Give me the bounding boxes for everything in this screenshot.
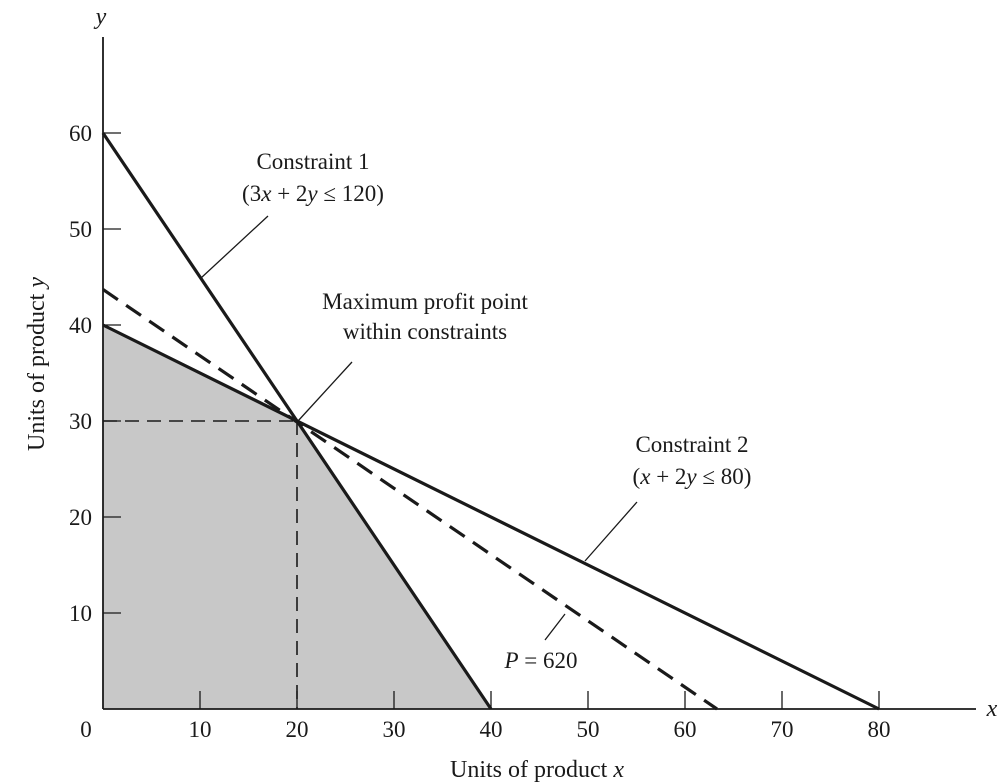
x-axis-title: Units of product x <box>450 757 624 783</box>
constraint2-leader <box>584 501 638 562</box>
y-tick-label: 50 <box>69 217 92 242</box>
axis-ticks: 10 20 30 40 50 60 70 80 10 20 30 40 50 60 <box>69 121 891 742</box>
svg-text:(3x + 2y ≤ 120): (3x + 2y ≤ 120) <box>242 181 384 206</box>
y-tick-label: 10 <box>69 601 92 626</box>
y-tick-label: 20 <box>69 505 92 530</box>
series-lines <box>101 132 880 711</box>
profit-line-label: P = 620 <box>503 648 577 673</box>
profit-line-leader <box>544 613 566 641</box>
y-tick-label: 40 <box>69 313 92 338</box>
svg-text:Constraint 1: Constraint 1 <box>256 149 369 174</box>
svg-text:Maximum profit point: Maximum profit point <box>322 289 528 314</box>
x-tick-label: 20 <box>286 717 309 742</box>
constraint1-label: Constraint 1 (3x + 2y ≤ 120) <box>242 149 384 206</box>
x-tick-label: 60 <box>674 717 697 742</box>
series-line-2 <box>102 323 880 711</box>
x-tick-label: 70 <box>771 717 794 742</box>
constraint1-leader <box>200 215 269 279</box>
x-tick-label: 30 <box>383 717 406 742</box>
axes <box>102 37 976 710</box>
constraint2-label: Constraint 2 (x + 2y ≤ 80) <box>633 432 752 489</box>
svg-text:Constraint 2: Constraint 2 <box>635 432 748 457</box>
svg-text:within constraints: within constraints <box>343 319 507 344</box>
x-tick-label: 80 <box>868 717 891 742</box>
max-profit-leader <box>297 361 353 422</box>
x-tick-label: 40 <box>480 717 503 742</box>
series-line-3 <box>102 288 718 711</box>
y-tick-label: 60 <box>69 121 92 146</box>
x-tick-label: 10 <box>189 717 212 742</box>
annotation-leaders <box>200 215 638 641</box>
x-tick-label: 50 <box>577 717 600 742</box>
max-profit-label: Maximum profit point within constraints <box>322 289 528 344</box>
origin-label: 0 <box>80 717 92 742</box>
y-axis-title: Units of product y <box>24 277 50 451</box>
svg-text:(x + 2y ≤ 80): (x + 2y ≤ 80) <box>633 464 752 489</box>
x-axis-letter: x <box>986 696 998 722</box>
y-axis-letter: y <box>94 4 107 30</box>
y-tick-label: 30 <box>69 409 92 434</box>
